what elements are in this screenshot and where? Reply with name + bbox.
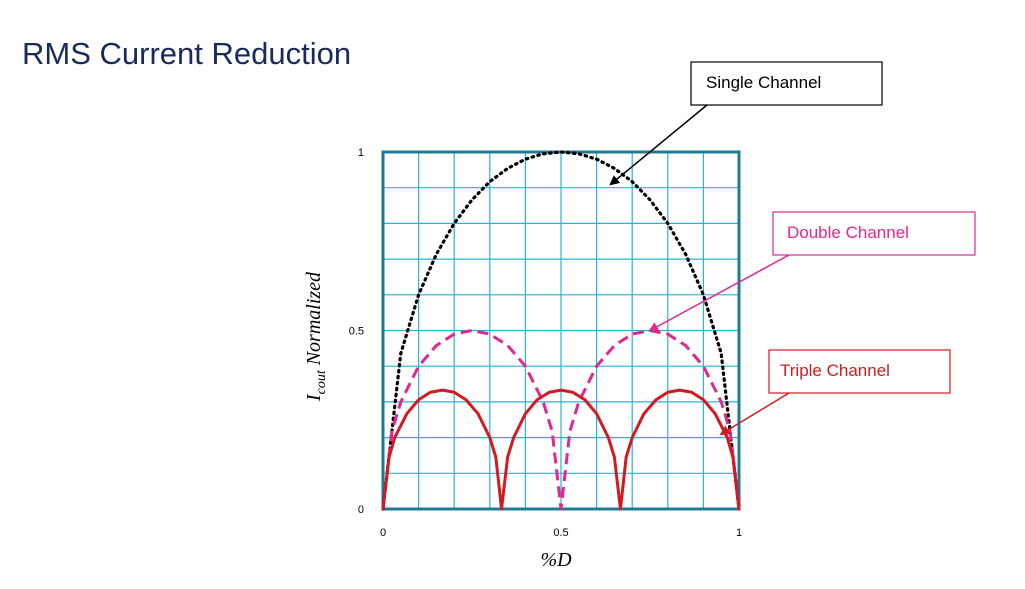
series-line-triple-channel <box>381 388 741 511</box>
callout-label: Triple Channel <box>780 361 890 380</box>
callout-box <box>690 61 883 106</box>
callout-arrow <box>648 254 790 332</box>
callout-double-channel: Double Channel <box>648 211 976 332</box>
x-tick-label: 0.5 <box>553 527 568 539</box>
series-layer <box>381 150 741 511</box>
callout-single-channel: Single Channel <box>609 61 883 186</box>
y-axis-label: Icout Normalized <box>303 271 329 402</box>
x-axis-label: %D <box>540 549 572 571</box>
callout-arrow <box>719 392 790 436</box>
callout-triple-channel: Triple Channel <box>719 349 951 436</box>
tick-labels: 0 0.5 1 0 0.5 1 <box>349 147 742 539</box>
y-tick-label: 0.5 <box>349 326 364 338</box>
x-tick-label: 1 <box>736 527 742 539</box>
callout-arrow <box>609 104 708 186</box>
y-axis-label-rest: Normalized <box>303 271 325 370</box>
y-tick-label: 0 <box>358 504 364 516</box>
grid-lines <box>383 152 739 509</box>
callout-box <box>768 349 951 394</box>
callout-label: Single Channel <box>706 73 821 92</box>
callout-box <box>772 211 976 256</box>
x-tick-label: 0 <box>380 527 386 539</box>
y-axis-label-subscript: cout <box>314 369 329 394</box>
y-tick-label: 1 <box>358 147 364 159</box>
series-line-double-channel <box>381 329 741 511</box>
annotations: Single Channel Double Channel Triple Chann… <box>609 61 976 436</box>
callout-label: Double Channel <box>787 223 909 242</box>
series-line-single-channel <box>381 150 741 511</box>
slide-title: RMS Current Reduction <box>22 36 352 71</box>
y-axis-label-main: I <box>303 393 325 402</box>
